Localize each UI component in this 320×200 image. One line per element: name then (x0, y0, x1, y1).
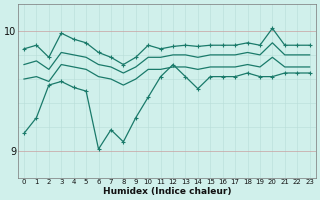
X-axis label: Humidex (Indice chaleur): Humidex (Indice chaleur) (103, 187, 231, 196)
